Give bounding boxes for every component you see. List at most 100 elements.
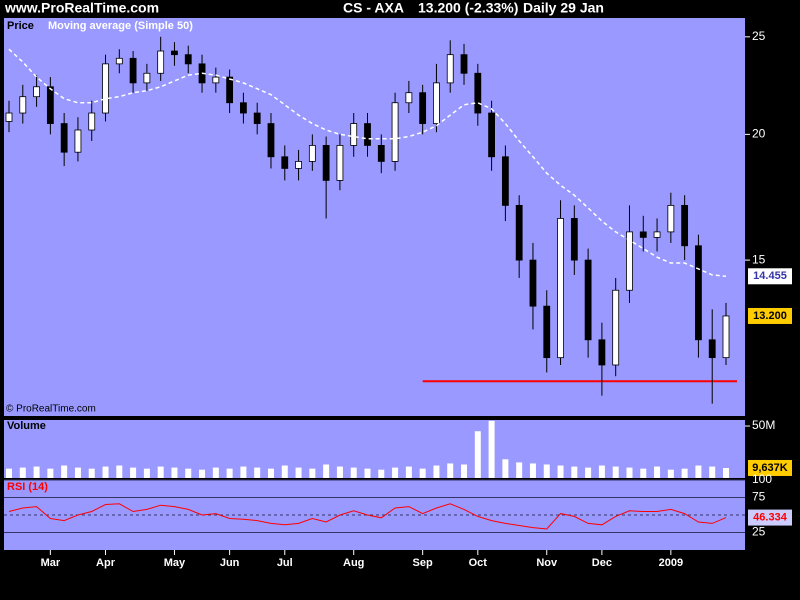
x-tick-label: Jul	[277, 557, 293, 569]
volume-bar	[157, 466, 164, 478]
x-tick-label: 2009	[659, 557, 683, 569]
value-tag-label: 13.200	[753, 310, 787, 322]
candle-body	[515, 204, 523, 261]
volume-bar	[171, 467, 178, 478]
volume-bar	[626, 467, 633, 478]
volume-bar	[488, 420, 495, 478]
candle-body	[460, 54, 468, 74]
volume-bar	[102, 466, 109, 478]
y-tick-label: 100	[752, 472, 772, 486]
candle-body	[626, 231, 633, 291]
volume-bar	[226, 468, 233, 478]
candle-body	[488, 112, 495, 158]
candle-body	[667, 204, 675, 233]
candle-body	[695, 245, 702, 341]
candle-body	[557, 218, 564, 359]
candle-body	[143, 72, 151, 84]
candle-body	[612, 289, 620, 366]
candle-body	[529, 259, 537, 307]
candle-body	[377, 145, 385, 162]
candle-body	[681, 204, 689, 247]
candle-body	[391, 102, 399, 162]
candle-body	[171, 50, 178, 56]
value-tag	[748, 307, 792, 324]
y-tick-label: 20	[752, 127, 766, 141]
candle-body	[88, 112, 96, 131]
volume-bar	[88, 468, 95, 478]
price-panel	[4, 18, 745, 416]
candle-body	[157, 50, 165, 74]
volume-bar	[267, 468, 274, 478]
volume-bar	[336, 466, 343, 478]
y-tick-label: 50M	[752, 418, 775, 432]
candle-body	[501, 156, 509, 206]
x-tick-label: May	[164, 557, 186, 569]
volume-bar	[667, 469, 674, 478]
candle-body	[708, 339, 716, 359]
x-tick-label: Jun	[220, 557, 240, 569]
volume-panel	[4, 420, 745, 478]
x-tick-label: Aug	[343, 557, 364, 569]
candle-body	[433, 82, 440, 124]
volume-bar	[433, 465, 440, 478]
legend-entry: Moving average (Simple 50)	[48, 20, 193, 32]
volume-bar	[350, 467, 357, 478]
volume-bar	[681, 468, 688, 478]
volume-bar	[571, 466, 578, 478]
y-tick-label: 15	[752, 252, 766, 266]
volume-bar	[640, 468, 647, 478]
value-tag	[748, 459, 792, 476]
candle-body	[5, 112, 13, 122]
candle-body	[253, 112, 261, 124]
volume-bar	[281, 465, 288, 478]
candle-body	[543, 305, 551, 359]
value-tag-label: 46.334	[753, 511, 788, 523]
volume-bar	[378, 469, 385, 478]
x-tick-label: Dec	[592, 557, 612, 569]
volume-bar	[199, 469, 206, 478]
candle-body	[474, 72, 482, 114]
volume-bar	[240, 466, 247, 478]
volume-bar	[185, 468, 192, 478]
candle-body	[129, 57, 137, 84]
volume-bar	[74, 467, 81, 478]
candle-body	[60, 123, 68, 153]
value-tag	[748, 268, 792, 285]
volume-bar	[585, 467, 592, 478]
volume-bar	[254, 467, 261, 478]
volume-bar	[598, 465, 605, 478]
instrument: CS - AXA	[343, 0, 404, 16]
volume-bar	[6, 468, 12, 478]
candle-body	[240, 102, 247, 114]
candle-body	[308, 145, 316, 162]
y-tick-label: 75	[752, 490, 766, 504]
candle-body	[322, 145, 330, 181]
rsi-panel	[4, 480, 745, 550]
volume-bar	[33, 466, 40, 478]
candle-body	[653, 231, 661, 238]
candle-body	[226, 76, 234, 104]
value-tag-label: 14.455	[753, 270, 787, 282]
candle-body	[598, 339, 606, 366]
candle-body	[364, 123, 371, 146]
candle-body	[295, 161, 302, 169]
moving-average	[8, 48, 727, 278]
x-tick-label: Nov	[536, 557, 558, 569]
quote: 13.200 (-2.33%)	[418, 0, 518, 16]
candle-body	[46, 86, 54, 124]
volume-bar	[116, 465, 123, 478]
credit: © ProRealTime.com	[6, 404, 96, 415]
candle-body	[281, 156, 289, 169]
volume-bar	[143, 468, 150, 478]
volume-bar	[516, 462, 523, 478]
candle-body	[184, 54, 192, 65]
panel-title: Volume	[7, 420, 46, 432]
candle-body	[267, 123, 275, 158]
panel-title: Price	[7, 20, 34, 32]
candle-body	[19, 96, 27, 114]
candle-body	[722, 315, 730, 359]
candle-body	[74, 129, 82, 153]
candle-body	[33, 86, 40, 98]
candle-body	[336, 145, 344, 181]
volume-bar	[47, 468, 54, 478]
